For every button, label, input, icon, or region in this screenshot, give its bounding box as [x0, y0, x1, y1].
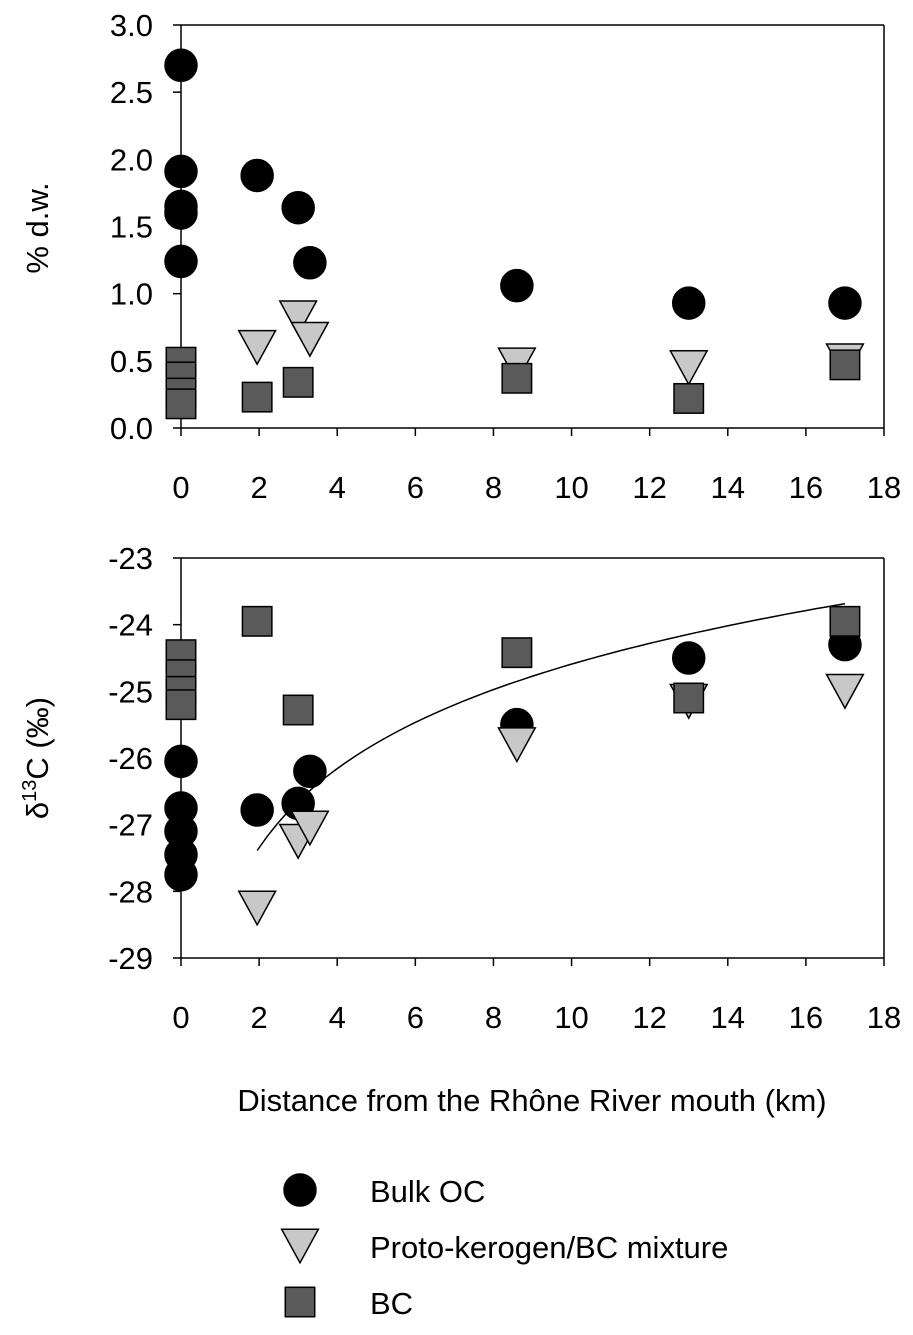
proto-kerogen-bc-mixture-point: [290, 321, 330, 358]
bc-point: [282, 366, 314, 398]
y-tick-label: 0.0: [110, 411, 153, 446]
x-tick-label: 2: [250, 1000, 267, 1035]
proto-kerogen-bc-mixture-legend-marker: [280, 1228, 320, 1265]
y-tick-label: -25: [108, 674, 153, 709]
x-tick-label: 0: [172, 1000, 189, 1035]
bulk-oc-point: [164, 857, 198, 892]
bc-point: [829, 349, 861, 381]
bc-point: [673, 382, 705, 414]
x-tick-label: 16: [789, 470, 823, 505]
x-tick-label: 4: [329, 1000, 346, 1035]
x-tick-label: 6: [407, 470, 424, 505]
bulk-oc-point: [164, 48, 198, 83]
bulk-oc-point: [240, 158, 274, 193]
x-tick-label: 18: [867, 1000, 901, 1035]
x-tick-label: 18: [867, 470, 901, 505]
y-tick-label: -26: [108, 741, 153, 776]
y-tick-label: -23: [108, 541, 153, 576]
y-tick-label: 0.5: [110, 344, 153, 379]
x-tick-label: 16: [789, 1000, 823, 1035]
bc-point: [282, 694, 314, 726]
bulk-oc-point: [164, 154, 198, 189]
x-tick-label: 8: [485, 1000, 502, 1035]
proto-kerogen-bc-mixture-point: [237, 329, 277, 366]
bottom-y-axis-label: δ13C (‰): [19, 697, 55, 819]
x-tick-label: 12: [632, 470, 666, 505]
top-ticks: 0 2 4 6 8 10 12 14 16 18 0.0 0.5 1.0 1.5 2.0 2.5 3.0: [110, 8, 901, 505]
y-tick-label: -24: [108, 608, 153, 643]
x-tick-label: 10: [554, 1000, 588, 1035]
trend-line: [256, 602, 846, 851]
bulk-oc-point: [281, 190, 315, 225]
bulk-oc-point: [164, 744, 198, 779]
bulk-oc-point: [671, 286, 706, 320]
x-tick-label: 10: [554, 470, 588, 505]
bc-point: [829, 605, 861, 637]
proto-kerogen-bc-mixture-legend-label: Proto-kerogen/BC mixture: [370, 1230, 728, 1265]
bottom-x-axis-label: Distance from the Rhône River mouth (km): [237, 1083, 826, 1118]
bc-point: [165, 388, 197, 420]
bottom-panel: 0 2 4 6 8 10 12 14 16 18 -29 -28 -27 -26 -25 -24 -23 δ13…: [19, 541, 901, 1118]
bc-legend-marker: [284, 1286, 316, 1318]
top-panel: 0 2 4 6 8 10 12 14 16 18 0.0 0.5 1.0 1.5 2.0 2.5 3.0 % d…: [20, 8, 901, 505]
y-tick-label: 2.5: [110, 75, 153, 110]
bottom-ticks: 0 2 4 6 8 10 12 14 16 18 -29 -28 -27 -26 -25 -24 -23: [108, 541, 901, 1035]
bc-point: [241, 605, 273, 637]
y-tick-label: -27: [108, 808, 153, 843]
x-tick-label: 14: [711, 470, 745, 505]
proto-kerogen-bc-mixture-point: [825, 673, 865, 710]
bc-point: [501, 637, 533, 669]
x-tick-label: 2: [250, 470, 267, 505]
y-tick-label: -29: [108, 941, 153, 976]
bulk-oc-point: [293, 246, 327, 280]
bulk-oc-point: [240, 793, 274, 827]
bc-point: [501, 362, 533, 394]
bulk-oc-legend-label: Bulk OC: [370, 1174, 485, 1209]
y-tick-label: 1.5: [110, 210, 153, 245]
proto-kerogen-bc-mixture-point: [669, 350, 709, 386]
bc-point: [673, 682, 705, 714]
bulk-oc-point: [293, 754, 327, 789]
top-data-marks: [164, 48, 865, 420]
bc-point: [165, 689, 197, 721]
y-tick-label: 3.0: [110, 8, 153, 43]
x-tick-label: 4: [329, 470, 346, 505]
proto-kerogen-bc-mixture-point: [278, 300, 318, 337]
y-tick-label: 2.0: [110, 142, 153, 177]
bulk-oc-point: [671, 641, 706, 675]
legend: Bulk OC Proto-kerogen/BC mixture BC: [280, 1173, 728, 1321]
bulk-oc-point: [828, 286, 862, 320]
x-tick-label: 0: [172, 470, 189, 505]
bottom-data-marks: [164, 605, 865, 927]
bulk-oc-point: [500, 268, 534, 303]
bc-point: [241, 381, 273, 413]
x-tick-label: 12: [632, 1000, 666, 1035]
y-tick-label: -28: [108, 874, 153, 909]
proto-kerogen-bc-mixture-point: [290, 810, 330, 847]
proto-kerogen-bc-mixture-point: [237, 890, 277, 927]
bc-legend-label: BC: [370, 1286, 413, 1321]
bulk-oc-point: [164, 244, 198, 279]
proto-kerogen-bc-mixture-point: [497, 727, 537, 764]
y-tick-label: 1.0: [110, 277, 153, 312]
x-tick-label: 8: [485, 470, 502, 505]
x-tick-label: 6: [407, 1000, 424, 1035]
bulk-oc-point: [164, 196, 198, 230]
x-tick-label: 14: [711, 1000, 745, 1035]
top-y-axis-label: % d.w.: [20, 182, 55, 273]
bulk-oc-legend-marker: [283, 1173, 317, 1207]
